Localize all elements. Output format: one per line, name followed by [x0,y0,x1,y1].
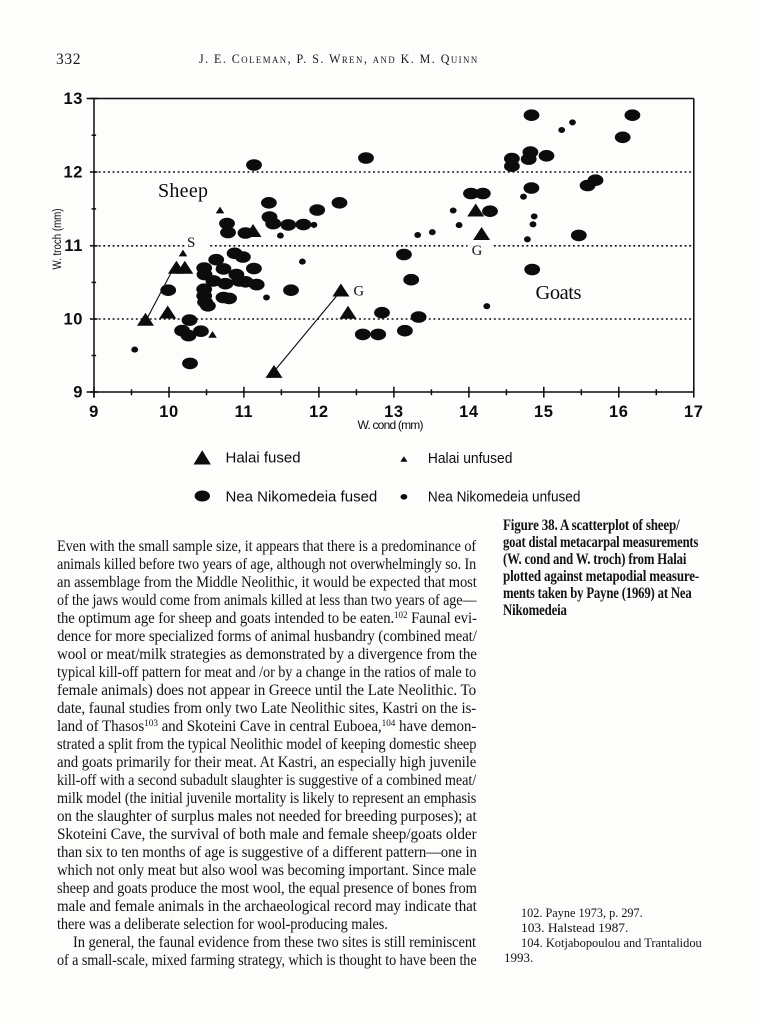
svg-text:W. cond (mm): W. cond (mm) [358,418,424,432]
svg-text:9: 9 [89,403,99,421]
svg-text:G: G [472,243,483,259]
svg-text:Halai unfused: Halai unfused [428,450,513,467]
svg-text:W. troch (mm): W. troch (mm) [50,209,64,270]
svg-text:S: S [187,235,195,251]
svg-text:11: 11 [235,403,254,421]
svg-text:9: 9 [73,383,83,401]
svg-text:12: 12 [309,403,329,421]
svg-text:16: 16 [609,403,629,421]
svg-text:11: 11 [64,237,83,255]
svg-text:14: 14 [459,403,479,421]
svg-text:13: 13 [63,90,83,108]
svg-text:Halai fused: Halai fused [226,449,301,466]
svg-text:13: 13 [384,403,404,421]
svg-text:10: 10 [159,403,179,421]
svg-text:12: 12 [63,163,83,181]
svg-text:17: 17 [684,403,704,421]
svg-text:Sheep: Sheep [158,180,208,202]
svg-text:Goats: Goats [536,282,582,304]
svg-text:10: 10 [63,310,83,328]
svg-text:Nea Nikomedeia fused: Nea Nikomedeia fused [226,488,378,505]
svg-text:Nea Nikomedeia unfused: Nea Nikomedeia unfused [428,489,581,506]
svg-text:G: G [354,284,365,300]
svg-text:15: 15 [534,403,554,421]
